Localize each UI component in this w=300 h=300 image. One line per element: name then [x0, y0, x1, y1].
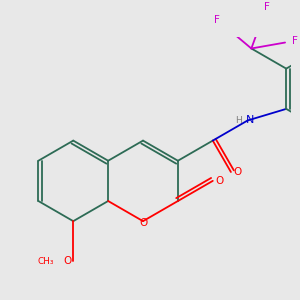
Text: O: O [139, 218, 147, 228]
Text: F: F [292, 36, 298, 46]
Text: O: O [233, 167, 242, 177]
Text: N: N [246, 116, 254, 125]
Text: H: H [235, 116, 242, 125]
Text: CH₃: CH₃ [37, 257, 54, 266]
Text: F: F [264, 2, 269, 12]
Text: O: O [63, 256, 71, 266]
Text: O: O [215, 176, 223, 186]
Text: F: F [214, 15, 220, 25]
